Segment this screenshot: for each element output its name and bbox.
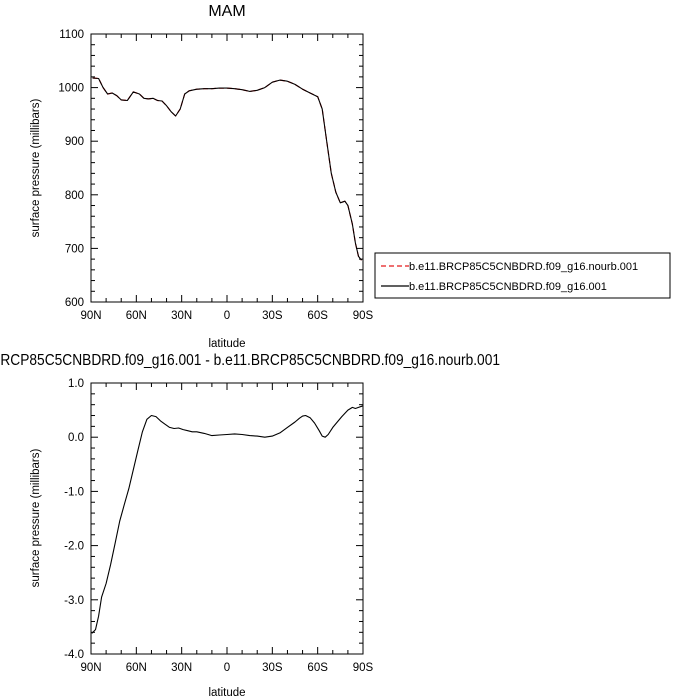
bottom-x-tick-label: 0: [224, 662, 230, 674]
bottom-y-tick-label: 1.0: [68, 378, 84, 390]
bottom-y-tick-label: -2.0: [64, 541, 84, 553]
legend-label-base: b.e11.BRCP85C5CNBDRD.f09_g16.001: [409, 281, 607, 293]
top-x-tick-label: 60N: [126, 310, 147, 322]
top-chart-title: MAM: [208, 3, 245, 20]
bottom-x-tick-label: 30S: [262, 662, 283, 674]
legend: b.e11.BRCP85C5CNBDRD.f09_g16.nourb.001 b…: [374, 252, 671, 299]
top-ticks: 90N 60N 30N 0 30S 60S 90S 600 700 800 900 1000 1100: [58, 29, 373, 322]
bottom-ticks: 90N 60N 30N 0 30S 60S 90S -4.0 -3.0 -2.0 -1.0 0.0 1.…: [64, 378, 373, 674]
bottom-x-tick-label: 30N: [171, 662, 192, 674]
bottom-series-line-difference: [91, 405, 364, 634]
top-x-tick-label: 30N: [171, 310, 192, 322]
bottom-y-tick-label: -4.0: [64, 649, 84, 661]
bottom-panel: b.e11.BRCP85C5CNBDRD.f09_g16.001 - b.e11…: [0, 352, 500, 699]
top-plot-frame: [90, 33, 364, 303]
bottom-chart-title: b.e11.BRCP85C5CNBDRD.f09_g16.001 - b.e11…: [0, 352, 500, 369]
top-x-axis-label: latitude: [208, 338, 245, 350]
legend-label-nourb: b.e11.BRCP85C5CNBDRD.f09_g16.nourb.001: [409, 261, 638, 273]
bottom-x-tick-label: 60S: [307, 662, 328, 674]
bottom-y-tick-label: -3.0: [64, 595, 84, 607]
top-x-tick-label: 90S: [353, 310, 374, 322]
bottom-x-tick-label: 90S: [353, 662, 374, 674]
top-series-line-base: [92, 77, 362, 261]
legend-box: [374, 252, 671, 299]
top-y-tick-label: 1000: [58, 83, 84, 95]
bottom-plot-frame: [90, 382, 364, 655]
top-x-tick-label: 0: [224, 310, 230, 322]
bottom-x-tick-label: 60N: [126, 662, 147, 674]
top-y-tick-label: 900: [65, 136, 84, 148]
bottom-y-axis-label: surface pressure (millibars): [30, 448, 42, 587]
top-y-tick-label: 1100: [59, 29, 84, 41]
top-x-tick-label: 90N: [80, 310, 101, 322]
top-x-tick-label: 60S: [307, 310, 328, 322]
bottom-y-tick-label: 0.0: [68, 432, 84, 444]
top-panel: MAM 90N 60N 30N 0 30S 60S 90S 600 700 800 900 1000 1…: [30, 3, 671, 350]
top-y-tick-label: 600: [65, 297, 84, 309]
bottom-x-tick-label: 90N: [80, 662, 101, 674]
top-y-axis-label: surface pressure (millibars): [30, 98, 42, 237]
top-x-tick-label: 30S: [262, 310, 283, 322]
top-y-tick-label: 800: [65, 190, 84, 202]
bottom-x-axis-label: latitude: [208, 687, 245, 699]
bottom-marks: [91, 405, 364, 634]
top-y-tick-label: 700: [65, 243, 84, 255]
bottom-y-tick-label: -1.0: [64, 486, 84, 498]
top-marks: [92, 77, 362, 261]
